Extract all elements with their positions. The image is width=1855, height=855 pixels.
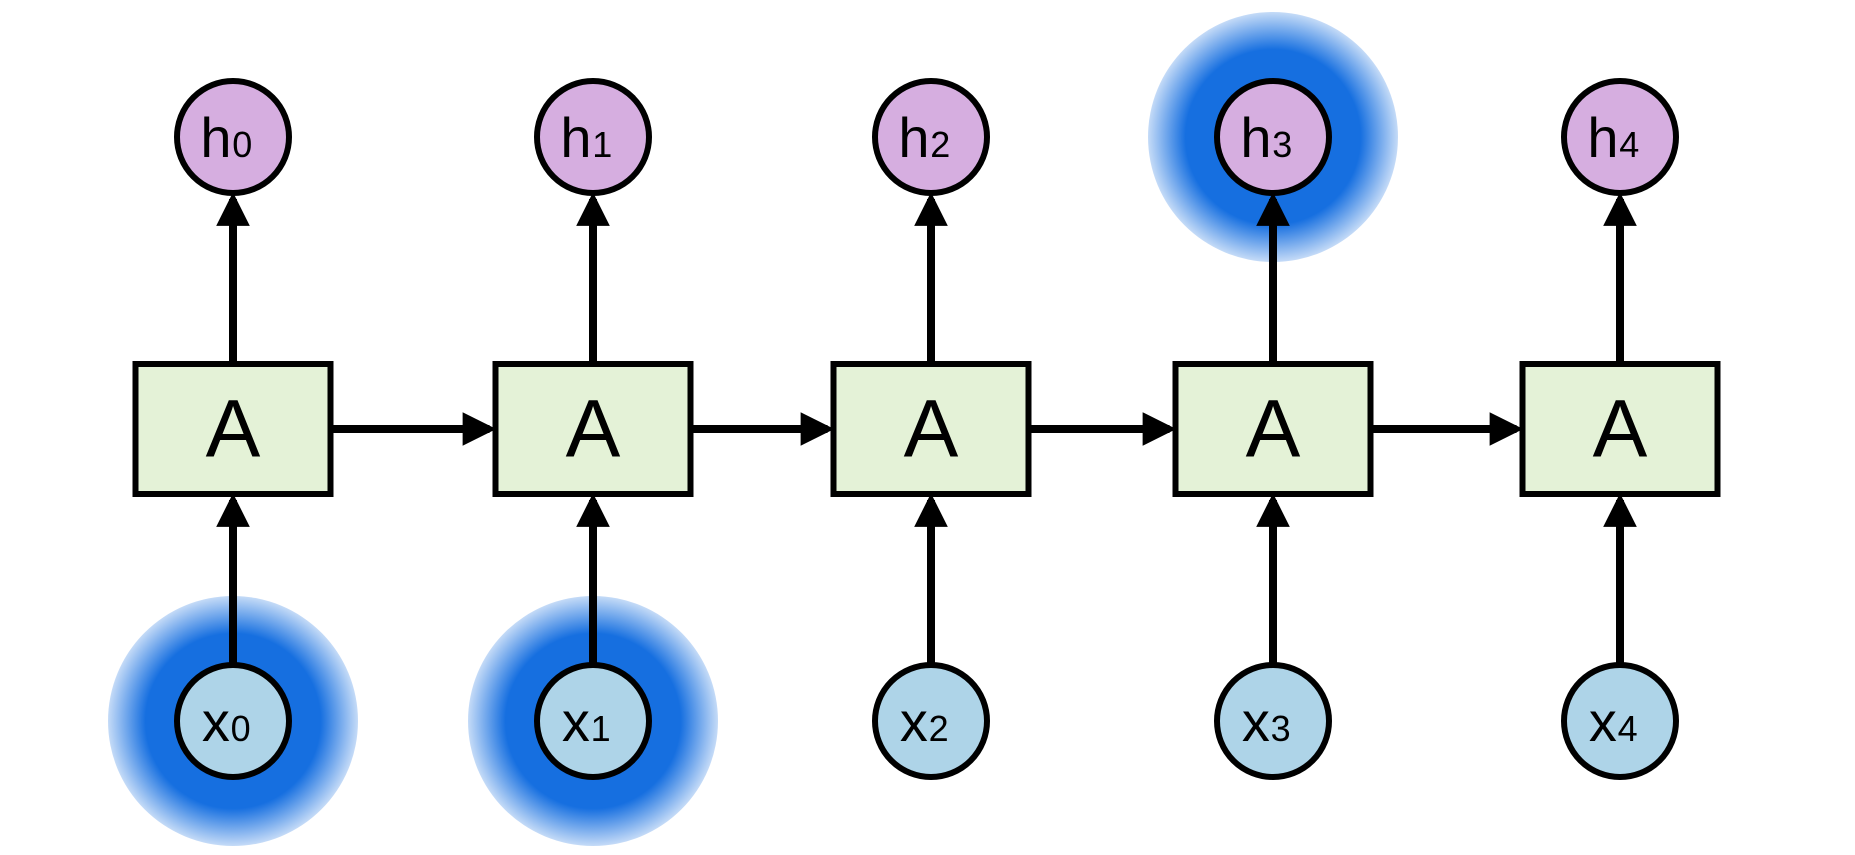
cell-label-0: A	[206, 384, 261, 475]
cell-label-4: A	[1593, 384, 1648, 475]
cell-label-2: A	[904, 384, 959, 475]
cell-label-1: A	[566, 384, 621, 475]
cell-label-3: A	[1246, 384, 1301, 475]
rnn-diagram: AAAAAh0h1h2h3h4x0x1x2x3x4	[0, 0, 1855, 855]
